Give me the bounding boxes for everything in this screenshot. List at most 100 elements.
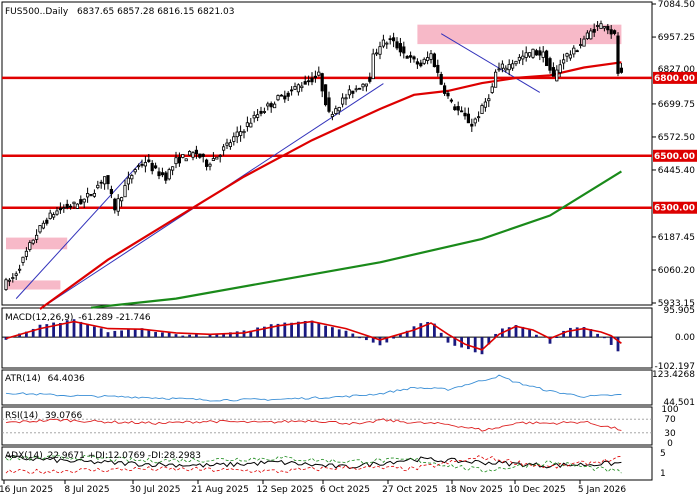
atr-line bbox=[5, 374, 622, 402]
candle bbox=[103, 176, 107, 190]
candle-body bbox=[106, 175, 110, 185]
candle bbox=[320, 72, 324, 98]
candle-body bbox=[476, 116, 481, 119]
candle bbox=[575, 49, 579, 53]
macd-bar bbox=[344, 330, 348, 338]
candle-body bbox=[558, 64, 562, 74]
candle-body bbox=[259, 110, 263, 114]
candle-body bbox=[572, 47, 576, 55]
candle bbox=[198, 153, 202, 159]
macd-bar bbox=[249, 330, 253, 338]
candle bbox=[283, 90, 287, 103]
macd-bar bbox=[188, 334, 191, 338]
candle bbox=[306, 75, 311, 86]
macd-bar bbox=[127, 329, 130, 338]
level-box-label: 6300.00 bbox=[654, 204, 695, 214]
level-box-6300.00 bbox=[653, 201, 697, 214]
candle bbox=[582, 35, 586, 47]
candle bbox=[616, 32, 620, 77]
candle-body bbox=[225, 142, 229, 146]
candle bbox=[351, 90, 355, 99]
symbol-label: FUS500..Daily bbox=[5, 7, 69, 17]
candle-body bbox=[507, 63, 511, 71]
chart-title: FUS500..Daily 6837.65 6857.28 6816.15 68… bbox=[5, 7, 234, 17]
di-plus-line bbox=[5, 454, 622, 474]
candle bbox=[62, 204, 66, 213]
ma-slow-line bbox=[90, 170, 622, 309]
macd-bar bbox=[269, 324, 273, 338]
candle-body bbox=[313, 75, 318, 79]
candle bbox=[225, 138, 229, 149]
candle bbox=[286, 91, 290, 102]
macd-bar bbox=[453, 337, 457, 346]
candle bbox=[211, 152, 215, 162]
macd-bar bbox=[208, 334, 212, 338]
macd-bar bbox=[439, 332, 443, 338]
candle-body bbox=[374, 52, 379, 55]
trendline-2 bbox=[440, 33, 541, 93]
candle-body bbox=[463, 112, 467, 117]
candle-body bbox=[75, 203, 79, 209]
candle-body bbox=[327, 97, 331, 112]
candle-body bbox=[126, 177, 130, 185]
candle bbox=[28, 240, 32, 252]
candle bbox=[313, 70, 318, 83]
macd-bar bbox=[609, 337, 613, 345]
candle bbox=[528, 52, 532, 58]
macd-bar bbox=[426, 321, 429, 338]
candle bbox=[422, 57, 426, 65]
candle bbox=[459, 106, 464, 113]
candle-body bbox=[395, 41, 399, 49]
candle bbox=[41, 220, 46, 230]
candle bbox=[262, 107, 267, 114]
candle-body bbox=[575, 50, 579, 53]
adx-values: 22.9671 +DI:12.0769 -DI:28.2983 bbox=[48, 451, 201, 461]
rsi-tick-label: 100 bbox=[661, 405, 678, 415]
candle bbox=[606, 23, 610, 35]
candle bbox=[52, 212, 56, 220]
candle bbox=[500, 60, 505, 73]
trendline-0 bbox=[15, 160, 143, 299]
candle bbox=[596, 21, 600, 31]
macd-bar bbox=[378, 337, 382, 346]
zone-0 bbox=[417, 24, 622, 45]
candle-body bbox=[579, 44, 583, 46]
candle-body bbox=[52, 214, 56, 218]
candle-body bbox=[143, 162, 147, 167]
candle bbox=[558, 59, 562, 78]
candle bbox=[589, 28, 593, 40]
candle bbox=[75, 203, 79, 209]
ohlc-label: 6837.65 6857.28 6816.15 6821.03 bbox=[77, 7, 234, 17]
macd-pane bbox=[1, 307, 653, 369]
macd-bar bbox=[589, 329, 593, 338]
candle bbox=[613, 29, 617, 36]
macd-bar bbox=[419, 323, 423, 338]
macd-signal-line bbox=[5, 320, 622, 351]
candle-body bbox=[422, 58, 426, 64]
macd-tick-label: -102.197 bbox=[655, 362, 695, 372]
candle-body bbox=[616, 35, 620, 74]
candle bbox=[323, 84, 328, 107]
candle-body bbox=[453, 106, 457, 111]
macd-bar bbox=[222, 333, 225, 338]
candle-body bbox=[211, 158, 215, 161]
macd-bar bbox=[52, 322, 55, 338]
moving-averages-layer bbox=[39, 61, 622, 310]
level-box-label: 6800.00 bbox=[654, 74, 695, 84]
candle-body bbox=[548, 58, 552, 71]
rsi-tick-label: 30 bbox=[664, 429, 676, 439]
candle-body bbox=[466, 113, 471, 124]
candle-body bbox=[116, 198, 120, 212]
macd-bar bbox=[514, 325, 518, 338]
candle-body bbox=[385, 42, 389, 45]
candle bbox=[300, 82, 304, 92]
candle bbox=[279, 94, 284, 97]
candle bbox=[470, 118, 474, 132]
candle-body bbox=[497, 68, 501, 71]
candle bbox=[442, 82, 447, 96]
candle bbox=[521, 50, 525, 66]
macd-bar bbox=[113, 330, 117, 338]
candle bbox=[487, 94, 491, 108]
candle-body bbox=[11, 277, 15, 279]
candle bbox=[415, 58, 420, 69]
